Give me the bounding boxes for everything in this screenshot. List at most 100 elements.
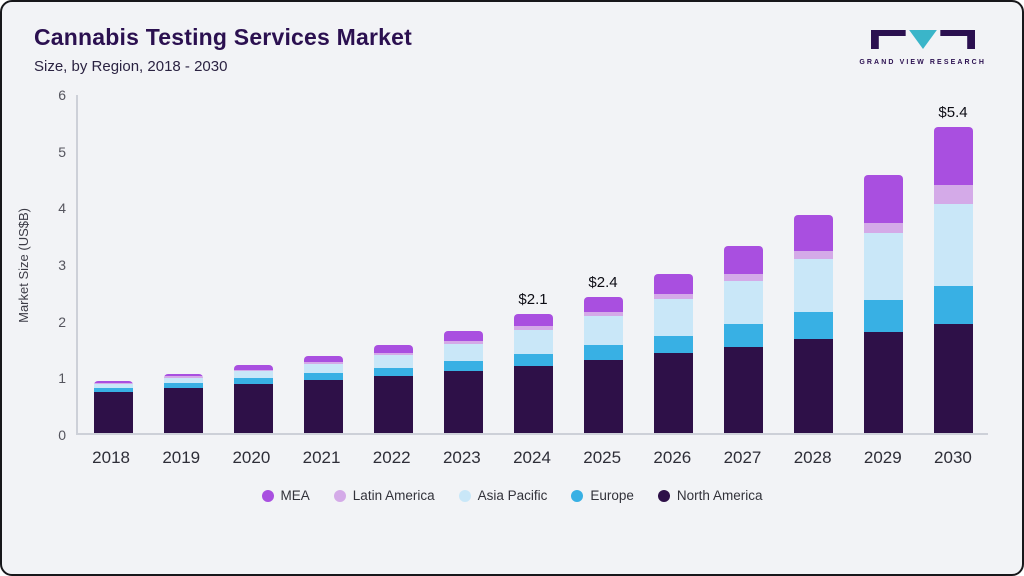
bar-segment-north-america-2025 (583, 359, 623, 433)
bar-column-2023 (428, 95, 498, 433)
legend-item-europe: Europe (571, 488, 634, 503)
y-tick-label-1: 1 (58, 370, 66, 387)
y-axis-title: Market Size (US$B) (16, 207, 31, 323)
bar-segment-mea-2020 (233, 365, 273, 370)
y-tick-label-6: 6 (58, 87, 66, 103)
bar-segment-mea-2019 (163, 373, 203, 376)
x-axis-label-2018: 2018 (92, 448, 130, 467)
bar-segment-europe-2021 (303, 372, 343, 380)
bar-segment-asia-pacific-2024 (513, 329, 553, 354)
bar-segment-north-america-2030 (933, 324, 973, 433)
y-tick-label-4: 4 (58, 200, 66, 217)
bar-segment-latin-america-2019 (163, 375, 203, 378)
bar-column-2026 (638, 95, 708, 433)
bar-segment-mea-2028 (793, 214, 833, 251)
y-axis: 0 1 2 3 4 5 6 (42, 87, 76, 443)
bar-segment-north-america-2023 (443, 370, 483, 433)
y-tick-label-0: 0 (58, 427, 66, 443)
bar-segment-mea-2030 (933, 126, 973, 186)
bar-column-2022 (358, 95, 428, 433)
bar-segment-north-america-2024 (513, 365, 553, 433)
bar-column-2019 (148, 95, 218, 433)
bar-stack-2030 (933, 126, 973, 433)
bar-segment-mea-2027 (723, 246, 763, 275)
bar-segment-latin-america-2027 (723, 274, 763, 282)
bar-segment-mea-2022 (373, 345, 413, 353)
legend-swatch-europe (571, 489, 584, 502)
title-block: Cannabis Testing Services Market Size, b… (34, 24, 412, 75)
bar-segment-asia-pacific-2020 (233, 371, 273, 379)
bar-segment-asia-pacific-2030 (933, 204, 973, 287)
bar-segment-asia-pacific-2021 (303, 363, 343, 373)
x-axis-label-2025: 2025 (583, 448, 622, 467)
x-axis-label-2027: 2027 (723, 448, 762, 467)
bar-segment-europe-2023 (443, 361, 483, 371)
bar-segment-europe-2024 (513, 353, 553, 366)
x-axis-labels: 2018 2019 2020 2021 2022 2023 2024 2025 2026 2027… (76, 435, 988, 468)
bar-segment-asia-pacific-2028 (793, 258, 833, 313)
bar-segment-latin-america-2022 (373, 352, 413, 356)
bar-column-2024: $2.1 (498, 95, 568, 433)
bar-stack-2025 (583, 297, 623, 433)
bar-value-label-2030: $5.4 (938, 103, 968, 121)
bar-segment-europe-2025 (583, 344, 623, 360)
bar-segment-north-america-2026 (653, 353, 693, 433)
x-axis-label-2022: 2022 (372, 448, 411, 467)
legend-swatch-north-america (657, 489, 670, 502)
legend-swatch-latin-america (333, 489, 346, 502)
bar-stack-2023 (443, 331, 483, 433)
bar-segment-latin-america-2020 (233, 369, 273, 372)
x-axis-label-2029: 2029 (863, 448, 902, 467)
bar-segment-latin-america-2029 (863, 222, 903, 234)
legend: MEA Latin America Asia Pacific Europe North … (2, 488, 1022, 503)
page-title: Cannabis Testing Services Market (34, 24, 412, 50)
bar-segment-europe-2027 (723, 324, 763, 347)
bar-column-2020 (218, 95, 288, 433)
bar-column-2025: $2.4 (568, 95, 638, 433)
x-axis-label-2030: 2030 (934, 448, 972, 467)
legend-item-north-america: North America (657, 488, 762, 503)
bar-stack-2029 (863, 175, 903, 433)
bar-segment-asia-pacific-2027 (723, 281, 763, 325)
y-tick-label-3: 3 (58, 257, 66, 273)
bar-stack-2019 (163, 373, 203, 433)
plot-area: $2.1 $2.4 $5.4 (76, 95, 988, 435)
bar-segment-north-america-2028 (793, 338, 833, 433)
legend-swatch-mea (261, 489, 274, 502)
bar-segment-north-america-2029 (863, 331, 903, 433)
bar-stack-2026 (653, 274, 693, 433)
logo-text: GRAND VIEW RESEARCH (859, 59, 986, 66)
bar-segment-latin-america-2026 (653, 293, 693, 300)
bar-segment-asia-pacific-2022 (373, 355, 413, 368)
x-axis-label-2019: 2019 (162, 448, 201, 467)
grand-view-research-logo: GRAND VIEW RESEARCH (859, 24, 986, 66)
plot-column: $2.1 $2.4 $5.4 2018 2019 2020 2021 2022 2023 202… (76, 95, 988, 468)
bar-stack-2024 (513, 314, 553, 433)
bar-segment-europe-2022 (373, 367, 413, 376)
y-tick-label-2: 2 (58, 313, 66, 330)
bar-segment-europe-2029 (863, 299, 903, 332)
chart-header: Cannabis Testing Services Market Size, b… (2, 2, 1022, 81)
bar-segment-latin-america-2018 (93, 382, 133, 384)
bar-segment-mea-2023 (443, 331, 483, 341)
bar-segment-asia-pacific-2026 (653, 299, 693, 336)
bar-segment-asia-pacific-2025 (583, 316, 623, 345)
bar-segment-latin-america-2025 (583, 311, 623, 317)
legend-item-mea: MEA (261, 488, 310, 503)
bar-stack-2028 (793, 214, 833, 433)
bar-segment-north-america-2021 (303, 379, 343, 433)
bar-value-label-2024: $2.1 (518, 291, 548, 309)
page-subtitle: Size, by Region, 2018 - 2030 (34, 58, 228, 75)
legend-item-latin-america: Latin America (333, 488, 435, 503)
bar-column-2021 (288, 95, 358, 433)
legend-swatch-asia-pacific (458, 489, 471, 502)
bar-column-2018 (78, 95, 148, 433)
legend-label-mea: MEA (280, 488, 310, 503)
bar-segment-europe-2018 (93, 387, 133, 393)
bar-stack-2022 (373, 345, 413, 433)
y-tick-label-5: 5 (58, 143, 66, 160)
bar-segment-latin-america-2024 (513, 325, 553, 330)
x-axis-label-2021: 2021 (302, 448, 341, 467)
bar-segment-latin-america-2030 (933, 185, 973, 205)
